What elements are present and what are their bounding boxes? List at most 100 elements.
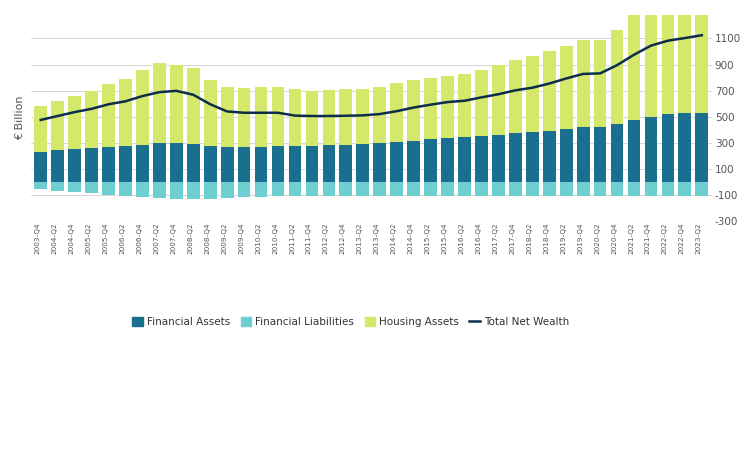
Bar	[136, 182, 149, 197]
Bar	[255, 87, 268, 147]
Bar	[51, 101, 64, 150]
Y-axis label: € Billion: € Billion	[15, 96, 25, 140]
Total Net Wealth	[477, 94, 486, 100]
Bar	[221, 182, 234, 198]
Total Net Wealth	[511, 88, 520, 93]
Bar	[577, 127, 590, 182]
Total Net Wealth	[443, 99, 452, 105]
Bar	[271, 182, 284, 197]
Total Net Wealth	[612, 63, 621, 68]
Bar	[492, 182, 505, 196]
Total Net Wealth	[290, 113, 299, 118]
Bar	[407, 80, 420, 141]
Total Net Wealth	[53, 113, 62, 119]
Bar	[68, 182, 81, 192]
Bar	[442, 138, 454, 182]
Total Net Wealth	[87, 106, 96, 112]
Total Net Wealth	[70, 109, 79, 115]
Bar	[85, 90, 98, 148]
Total Net Wealth	[646, 43, 655, 48]
Bar	[221, 87, 234, 147]
Bar	[289, 89, 302, 146]
Bar	[593, 182, 606, 196]
Bar	[373, 182, 386, 196]
Bar	[645, 117, 657, 182]
Total Net Wealth	[341, 113, 350, 118]
Bar	[136, 70, 149, 145]
Bar	[696, 0, 708, 113]
Bar	[238, 182, 250, 197]
Bar	[85, 148, 98, 182]
Bar	[424, 182, 437, 196]
Total Net Wealth	[697, 32, 706, 38]
Bar	[662, 114, 674, 182]
Total Net Wealth	[240, 110, 249, 116]
Bar	[407, 182, 420, 196]
Total Net Wealth	[324, 113, 333, 119]
Bar	[645, 182, 657, 196]
Bar	[305, 146, 318, 182]
Bar	[509, 182, 522, 196]
Bar	[34, 106, 47, 152]
Bar	[238, 88, 250, 147]
Bar	[51, 150, 64, 182]
Bar	[593, 40, 606, 127]
Bar	[51, 182, 64, 191]
Total Net Wealth	[680, 36, 689, 41]
Bar	[102, 147, 115, 182]
Total Net Wealth	[375, 111, 384, 117]
Bar	[68, 96, 81, 148]
Bar	[339, 145, 352, 182]
Bar	[153, 63, 166, 144]
Total Net Wealth	[460, 98, 469, 104]
Bar	[593, 127, 606, 182]
Bar	[560, 182, 572, 196]
Bar	[187, 68, 200, 144]
Total Net Wealth	[36, 117, 45, 122]
Total Net Wealth	[630, 52, 639, 58]
Bar	[323, 145, 335, 182]
Total Net Wealth	[172, 88, 181, 94]
Total Net Wealth	[256, 110, 265, 116]
Bar	[255, 147, 268, 182]
Bar	[543, 182, 556, 196]
Bar	[645, 0, 657, 117]
Bar	[119, 146, 132, 182]
Total Net Wealth	[121, 99, 130, 104]
Bar	[204, 182, 216, 198]
Total Net Wealth	[274, 110, 283, 116]
Total Net Wealth	[562, 76, 571, 81]
Bar	[424, 140, 437, 182]
Bar	[526, 132, 539, 182]
Bar	[627, 120, 640, 182]
Bar	[170, 143, 183, 182]
Bar	[390, 83, 403, 142]
Bar	[119, 79, 132, 146]
Bar	[153, 144, 166, 182]
Bar	[68, 148, 81, 182]
Line: Total Net Wealth: Total Net Wealth	[41, 35, 702, 120]
Bar	[271, 87, 284, 146]
Bar	[611, 124, 624, 182]
Bar	[407, 141, 420, 182]
Bar	[34, 152, 47, 182]
Total Net Wealth	[189, 92, 198, 98]
Bar	[611, 182, 624, 196]
Bar	[678, 113, 691, 182]
Bar	[136, 145, 149, 182]
Bar	[373, 144, 386, 182]
Bar	[696, 113, 708, 182]
Bar	[526, 182, 539, 196]
Total Net Wealth	[308, 113, 317, 119]
Total Net Wealth	[206, 102, 215, 107]
Bar	[509, 60, 522, 133]
Bar	[187, 144, 200, 182]
Bar	[204, 146, 216, 182]
Bar	[390, 182, 403, 196]
Bar	[305, 182, 318, 197]
Bar	[255, 182, 268, 197]
Bar	[442, 76, 454, 138]
Bar	[543, 131, 556, 182]
Total Net Wealth	[663, 38, 672, 43]
Bar	[170, 182, 183, 198]
